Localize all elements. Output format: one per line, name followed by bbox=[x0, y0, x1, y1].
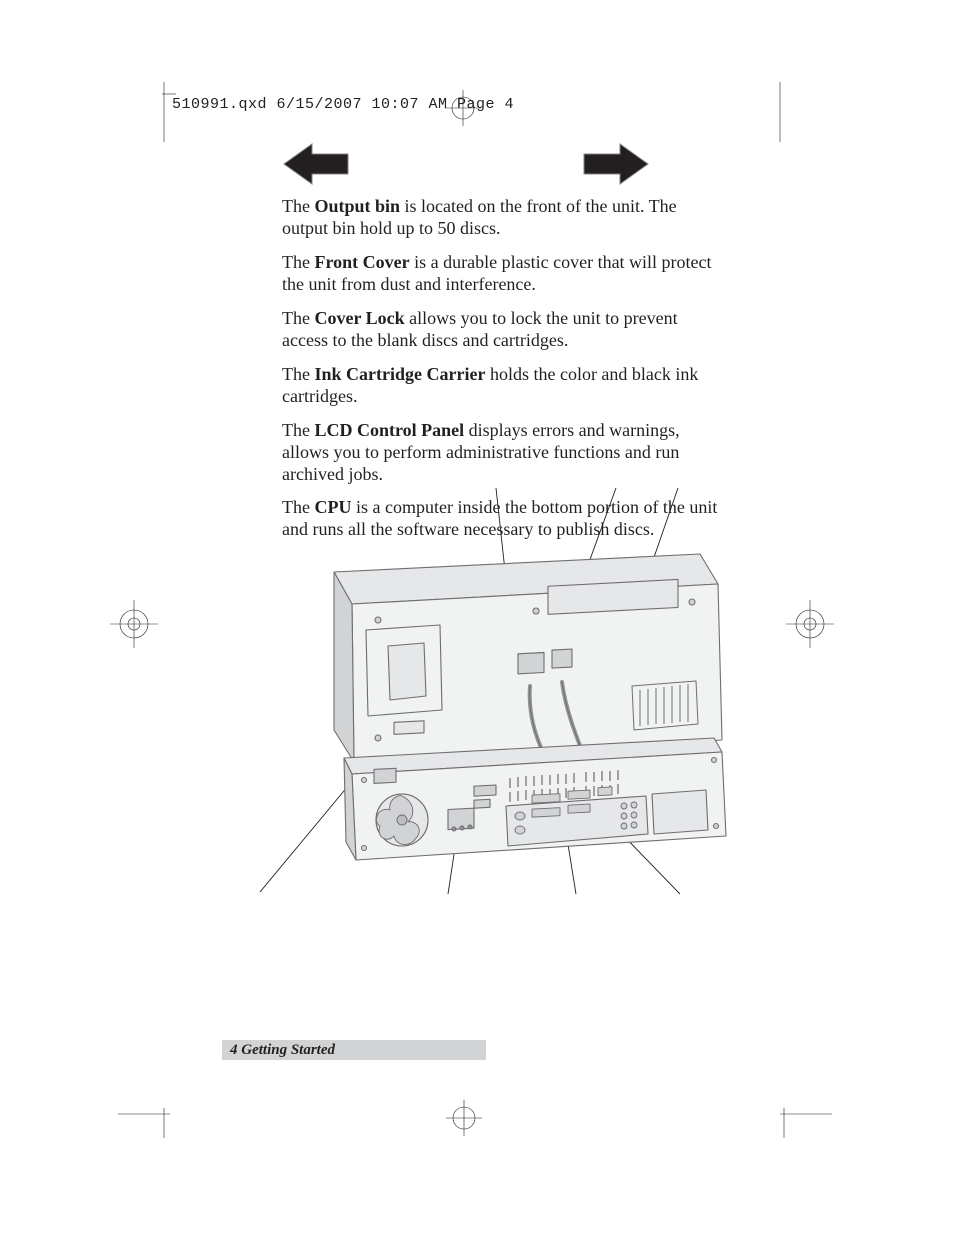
paragraph-ink-cartridge: The Ink Cartridge Carrier holds the colo… bbox=[282, 364, 726, 408]
device-rear-illustration bbox=[248, 480, 808, 910]
next-page-arrow[interactable] bbox=[580, 140, 650, 188]
paragraph-front-cover: The Front Cover is a durable plastic cov… bbox=[282, 252, 726, 296]
footer-text: 4 Getting Started bbox=[230, 1042, 335, 1059]
register-mark-bottom bbox=[444, 1098, 484, 1138]
crop-mark-bottom-left bbox=[118, 1108, 178, 1138]
crop-mark-top-right bbox=[772, 82, 792, 142]
crop-mark-bottom-right bbox=[772, 1108, 832, 1138]
paragraph-lcd: The LCD Control Panel displays errors an… bbox=[282, 420, 726, 486]
prev-page-arrow[interactable] bbox=[282, 140, 352, 188]
paragraph-cover-lock: The Cover Lock allows you to lock the un… bbox=[282, 308, 726, 352]
register-mark-left bbox=[110, 600, 158, 648]
paragraph-output-bin: The Output bin is located on the front o… bbox=[282, 196, 726, 240]
header-crop-text: 510991.qxd 6/15/2007 10:07 AM Page 4 bbox=[172, 96, 514, 113]
page-footer: 4 Getting Started bbox=[222, 1040, 486, 1060]
